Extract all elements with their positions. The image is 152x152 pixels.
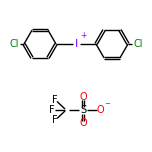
Text: O: O bbox=[79, 92, 87, 102]
Text: F: F bbox=[52, 115, 58, 125]
Text: −: − bbox=[105, 100, 110, 107]
Text: O: O bbox=[79, 118, 87, 128]
Text: F: F bbox=[52, 95, 58, 105]
Text: F: F bbox=[49, 105, 55, 115]
Text: Cl: Cl bbox=[133, 39, 143, 49]
Text: O: O bbox=[96, 105, 104, 115]
Text: S: S bbox=[80, 105, 86, 115]
Text: +: + bbox=[81, 31, 87, 40]
Text: Cl: Cl bbox=[9, 39, 19, 49]
Text: I: I bbox=[74, 39, 78, 49]
